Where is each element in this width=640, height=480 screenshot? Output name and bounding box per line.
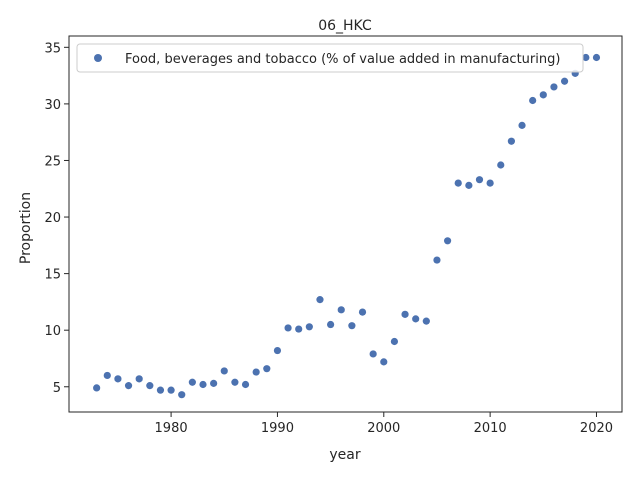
data-point (443, 237, 452, 245)
data-point (475, 176, 484, 184)
data-point (358, 308, 367, 316)
x-tick-label: 2020 (580, 421, 613, 436)
data-point (156, 386, 165, 394)
data-point (241, 380, 250, 389)
data-point (220, 367, 228, 375)
y-tick-label: 25 (44, 154, 61, 169)
y-tick-label: 15 (44, 268, 61, 283)
data-point (348, 322, 356, 330)
data-point (497, 161, 505, 169)
data-point (114, 375, 122, 383)
data-point (422, 317, 430, 325)
data-point (486, 179, 494, 187)
data-point (284, 324, 292, 332)
data-point (539, 91, 547, 99)
y-axis: 5 10 15 20 25 30 35 (44, 41, 69, 396)
data-point (305, 323, 313, 331)
plot-frame (68, 35, 623, 413)
data-point (178, 391, 186, 399)
y-axis-label: Proportion (18, 192, 34, 264)
y-tick-label: 10 (44, 324, 61, 339)
data-point (273, 346, 282, 355)
data-point (592, 53, 601, 62)
data-point (295, 325, 303, 333)
data-point (560, 77, 569, 85)
data-point (199, 380, 207, 389)
legend: Food, beverages and tobacco (% of value … (76, 43, 584, 73)
data-point (529, 96, 537, 105)
data-point (124, 382, 133, 390)
data-point (433, 256, 441, 264)
data-point (412, 315, 420, 323)
x-tick-label: 1980 (155, 421, 188, 436)
data-point (454, 179, 462, 187)
legend-box (76, 43, 584, 73)
chart-title: 06_HKC (318, 18, 372, 34)
data-point (93, 384, 101, 392)
data-point (390, 337, 399, 346)
data-point (550, 83, 558, 91)
data-point (465, 181, 473, 189)
data-point (252, 368, 260, 376)
x-tick-label: 2000 (367, 421, 400, 436)
data-point (327, 320, 335, 329)
x-axis: 1980 1990 2000 2010 2020 (155, 412, 613, 436)
data-point (146, 382, 154, 390)
data-point (337, 306, 345, 314)
x-axis-label: year (329, 447, 360, 463)
data-point (380, 358, 388, 366)
data-point (231, 378, 239, 386)
data-point (401, 310, 409, 318)
data-point (103, 371, 111, 380)
data-point (167, 386, 175, 394)
y-tick-label: 5 (53, 381, 61, 396)
legend-label: Food, beverages and tobacco (% of value … (125, 52, 560, 67)
data-point (188, 378, 196, 386)
x-tick-label: 1990 (261, 421, 294, 436)
data-point (507, 137, 515, 145)
data-point (263, 365, 271, 373)
data-point (369, 350, 377, 358)
y-tick-label: 30 (44, 98, 61, 113)
legend-marker (94, 54, 102, 62)
data-point (210, 379, 218, 387)
data-point (518, 121, 526, 129)
data-point (582, 53, 590, 62)
y-tick-label: 20 (44, 211, 61, 226)
data-point (135, 375, 143, 383)
data-points (93, 53, 601, 399)
data-point (316, 296, 324, 304)
x-tick-label: 2010 (474, 421, 507, 436)
y-tick-label: 35 (44, 41, 61, 56)
